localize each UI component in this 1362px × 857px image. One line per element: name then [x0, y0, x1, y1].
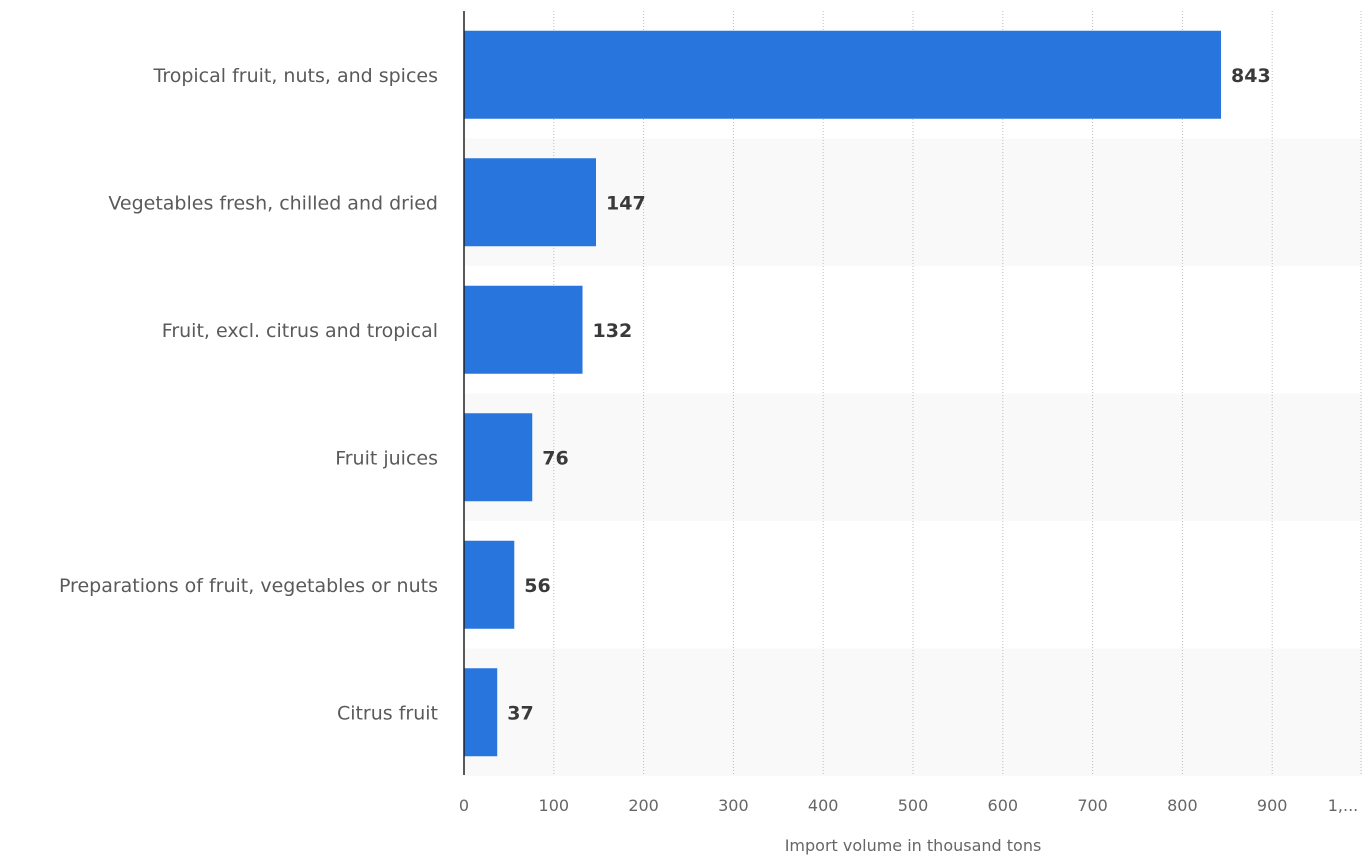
- row-bands: [464, 138, 1362, 776]
- x-tick-label: 400: [808, 796, 839, 815]
- bar: [464, 285, 583, 374]
- x-tick-label: 300: [718, 796, 749, 815]
- category-label: Citrus fruit: [337, 702, 438, 724]
- bar: [464, 413, 533, 502]
- category-label: Vegetables fresh, chilled and dried: [108, 192, 438, 214]
- category-label: Fruit, excl. citrus and tropical: [162, 320, 438, 342]
- data-label: 56: [524, 575, 550, 597]
- category-label: Preparations of fruit, vegetables or nut…: [59, 575, 438, 597]
- bar: [464, 540, 515, 629]
- x-tick-label: 1,...: [1328, 796, 1359, 815]
- x-tick-label: 200: [628, 796, 659, 815]
- data-label: 147: [606, 192, 646, 214]
- x-tick-label: 500: [898, 796, 929, 815]
- x-tick-label: 800: [1167, 796, 1198, 815]
- bars: [464, 30, 1222, 757]
- row-band: [464, 648, 1362, 776]
- bar: [464, 30, 1222, 119]
- bar: [464, 158, 597, 247]
- data-label: 843: [1231, 65, 1271, 87]
- row-band: [464, 138, 1362, 266]
- bar: [464, 668, 498, 757]
- data-label: 37: [507, 702, 533, 724]
- data-labels: 843 147 132 76 56 37: [507, 65, 1270, 725]
- data-label: 132: [593, 320, 633, 342]
- x-tick-labels: 0 100 200 300 400 500 600 700 800 900 1,...: [459, 796, 1358, 815]
- category-labels: Tropical fruit, nuts, and spices Vegetabl…: [59, 65, 438, 725]
- gridlines: [553, 11, 1362, 775]
- x-tick-label: 600: [988, 796, 1019, 815]
- x-axis-title: Import volume in thousand tons: [785, 836, 1042, 855]
- category-label: Tropical fruit, nuts, and spices: [153, 65, 439, 87]
- x-tick-label: 0: [459, 796, 469, 815]
- row-band: [464, 393, 1362, 521]
- x-tick-label: 100: [539, 796, 570, 815]
- data-label: 76: [542, 447, 568, 469]
- category-label: Fruit juices: [335, 447, 438, 469]
- x-tick-label: 900: [1257, 796, 1288, 815]
- x-tick-label: 700: [1077, 796, 1108, 815]
